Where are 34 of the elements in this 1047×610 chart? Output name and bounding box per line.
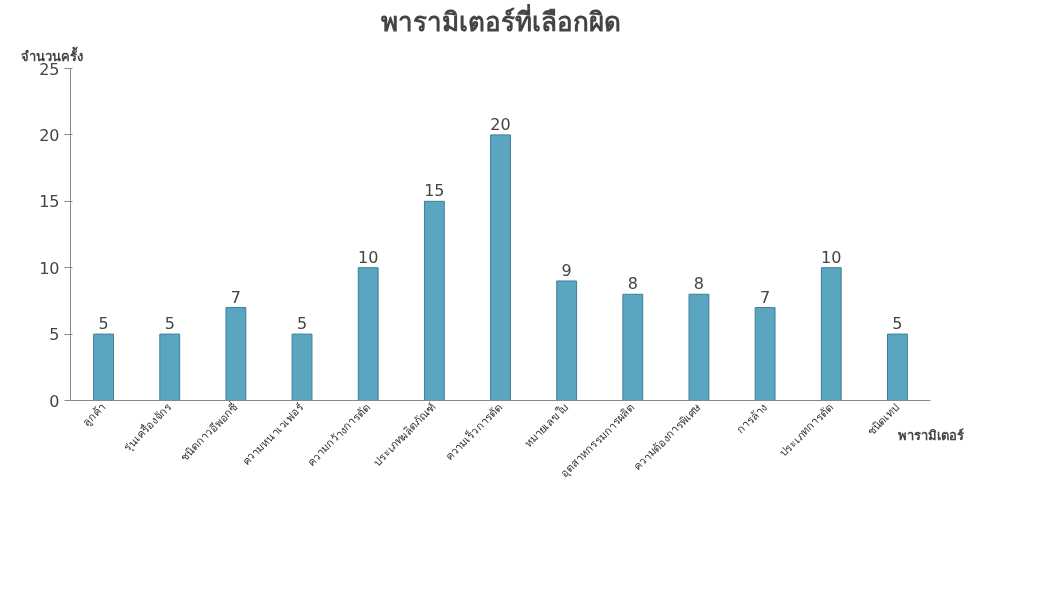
data-label: 15 — [424, 181, 445, 201]
data-label: 5 — [164, 314, 175, 334]
y-tick-label: 5 — [49, 325, 60, 345]
bar — [688, 293, 710, 401]
data-label: 10 — [821, 247, 842, 267]
data-label: 7 — [760, 287, 771, 307]
bar — [556, 280, 578, 401]
bar — [622, 293, 644, 401]
bar — [423, 200, 445, 401]
data-label: 20 — [490, 114, 511, 134]
y-tick-label: 0 — [49, 391, 60, 411]
data-label: 5 — [296, 314, 308, 334]
bar — [820, 267, 842, 401]
data-label: 5 — [98, 314, 109, 334]
data-label: 10 — [358, 247, 379, 267]
y-tick-label: 15 — [39, 192, 60, 212]
y-axis-title: จำนวนครั้ง — [20, 45, 83, 64]
bar — [291, 333, 313, 401]
x-axis-title: พารามิเตอร์ — [897, 427, 964, 443]
bar — [159, 333, 181, 401]
bar — [754, 307, 776, 401]
y-tick-label: 10 — [39, 258, 60, 278]
bar — [887, 333, 908, 401]
data-label: 5 — [892, 314, 903, 334]
chart-title: พารามิเตอร์ที่เลือกผิด — [380, 2, 621, 37]
data-label: 9 — [561, 260, 572, 280]
bar — [490, 134, 511, 401]
bar — [93, 333, 114, 401]
data-label: 7 — [230, 287, 241, 307]
bar — [225, 307, 247, 401]
y-tick-label: 20 — [39, 125, 60, 145]
data-label: 8 — [627, 274, 638, 294]
bar — [357, 267, 379, 401]
data-label: 8 — [693, 274, 705, 294]
